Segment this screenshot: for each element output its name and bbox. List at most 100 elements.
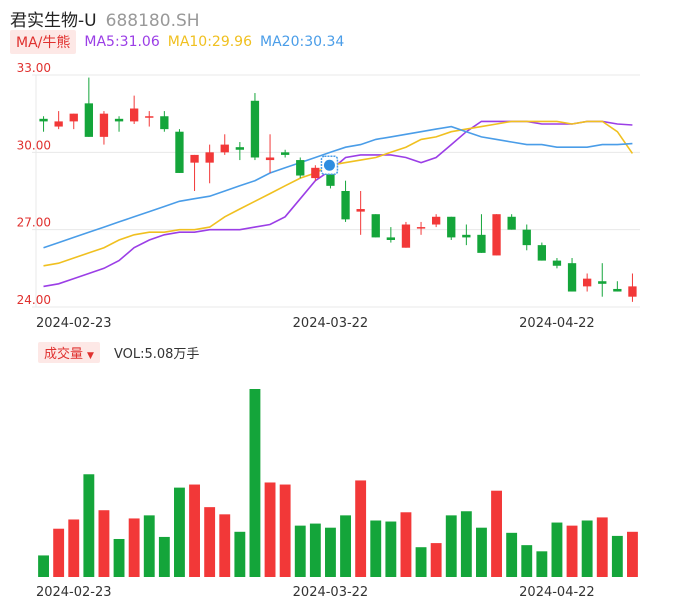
candle-body xyxy=(129,108,139,122)
candle[interactable] xyxy=(537,242,547,261)
volume-bar[interactable] xyxy=(189,484,200,577)
volume-bar[interactable] xyxy=(627,531,638,577)
candle[interactable] xyxy=(416,221,426,235)
candle-body xyxy=(190,154,199,163)
volume-bar[interactable] xyxy=(279,484,291,577)
volume-bar[interactable] xyxy=(219,514,231,577)
x-tick-label: 2024-03-22 xyxy=(293,316,369,331)
candle[interactable] xyxy=(84,77,94,137)
candle[interactable] xyxy=(371,214,380,238)
volume-bar[interactable] xyxy=(294,525,306,577)
volume-bar[interactable] xyxy=(430,543,442,577)
volume-bar[interactable] xyxy=(460,511,472,577)
ma10-label: MA10:29.96 xyxy=(167,34,253,50)
candle[interactable] xyxy=(341,180,350,222)
volume-bar[interactable] xyxy=(68,519,80,577)
volume-bar[interactable] xyxy=(325,527,336,577)
candle-body xyxy=(84,103,94,137)
volume-bar[interactable] xyxy=(400,512,412,577)
volume-bar[interactable] xyxy=(385,521,397,577)
volume-bar[interactable] xyxy=(98,510,110,577)
volume-bar[interactable] xyxy=(309,523,321,577)
volume-bar[interactable] xyxy=(551,522,563,577)
candle[interactable] xyxy=(160,111,169,132)
volume-bar[interactable] xyxy=(143,515,155,577)
candle[interactable] xyxy=(296,157,305,179)
ma-selector-button[interactable]: MA/牛熊 xyxy=(10,30,77,54)
volume-bar[interactable] xyxy=(38,555,49,577)
candle[interactable] xyxy=(477,214,486,253)
volume-bar[interactable] xyxy=(445,515,457,577)
stock-name: 君实生物-U xyxy=(10,11,97,31)
candle[interactable] xyxy=(613,281,622,292)
volume-bar[interactable] xyxy=(264,482,276,577)
candle[interactable] xyxy=(492,214,501,256)
volume-bar[interactable] xyxy=(204,507,216,577)
candle[interactable] xyxy=(280,149,290,158)
volume-bar[interactable] xyxy=(128,518,140,577)
candle[interactable] xyxy=(401,221,411,248)
candle[interactable] xyxy=(552,258,562,269)
volume-bar[interactable] xyxy=(581,520,593,577)
y-tick-label: 33.00 xyxy=(17,61,51,75)
candle-body xyxy=(628,286,637,297)
volume-bar[interactable] xyxy=(53,528,65,577)
x-tick-label: 2024-03-22 xyxy=(293,585,369,600)
ma20-line xyxy=(43,125,633,249)
volume-bar[interactable] xyxy=(611,535,623,577)
candle[interactable] xyxy=(220,134,229,155)
candle[interactable] xyxy=(250,93,260,161)
volume-bar[interactable] xyxy=(370,520,382,577)
candle[interactable] xyxy=(598,263,607,297)
volume-bar[interactable] xyxy=(174,487,185,577)
volume-bar[interactable] xyxy=(536,551,548,577)
volume-bar[interactable] xyxy=(158,536,170,577)
candle[interactable] xyxy=(265,134,275,173)
candle[interactable] xyxy=(145,111,154,127)
volume-bar[interactable] xyxy=(113,538,125,577)
candle[interactable] xyxy=(114,116,124,132)
volume-bar[interactable] xyxy=(521,545,533,577)
volume-bar[interactable] xyxy=(566,525,578,577)
candle[interactable] xyxy=(431,214,441,228)
candle[interactable] xyxy=(628,273,637,302)
volume-bar[interactable] xyxy=(340,515,351,577)
candle[interactable] xyxy=(447,216,456,240)
volume-bar[interactable] xyxy=(234,531,246,577)
candle-body xyxy=(507,216,516,230)
candle[interactable] xyxy=(190,154,199,191)
volume-bar[interactable] xyxy=(596,517,608,577)
candle[interactable] xyxy=(356,191,365,235)
candle[interactable] xyxy=(522,224,531,251)
candle-body xyxy=(492,214,501,256)
candle[interactable] xyxy=(235,142,245,161)
shield-icon[interactable] xyxy=(320,155,339,175)
candle[interactable] xyxy=(567,258,577,292)
candle[interactable] xyxy=(582,273,592,292)
volume-bar[interactable] xyxy=(476,527,487,577)
candle[interactable] xyxy=(69,113,78,130)
candle[interactable] xyxy=(99,111,109,145)
candle[interactable] xyxy=(386,227,396,243)
candle[interactable] xyxy=(507,214,516,230)
candlestick-chart[interactable]: 33.00 30.00 27.00 24.00 2024-02-23 2024-03-2… xyxy=(0,0,686,340)
volume-bar[interactable] xyxy=(415,547,427,577)
volume-bar[interactable] xyxy=(506,532,518,577)
candle[interactable] xyxy=(205,144,214,184)
caret-down-icon: ▼ xyxy=(87,350,94,361)
ma-legend-row: MA/牛熊 MA5:31.06 MA10:29.96 MA20:30.34 xyxy=(10,30,344,54)
volume-selector-button[interactable]: 成交量 ▼ xyxy=(38,341,100,363)
volume-bar[interactable] xyxy=(83,474,95,577)
candle-body xyxy=(416,227,426,229)
candle[interactable] xyxy=(129,95,139,124)
candle[interactable] xyxy=(54,111,63,130)
candle[interactable] xyxy=(39,116,48,132)
x-tick-label: 2024-04-22 xyxy=(519,316,595,331)
candle[interactable] xyxy=(462,224,471,246)
marker-dot xyxy=(323,159,335,171)
candle[interactable] xyxy=(175,129,184,173)
volume-bar[interactable] xyxy=(491,490,502,577)
volume-bar[interactable] xyxy=(249,389,261,577)
volume-bar[interactable] xyxy=(355,480,367,577)
candle[interactable] xyxy=(311,165,320,181)
